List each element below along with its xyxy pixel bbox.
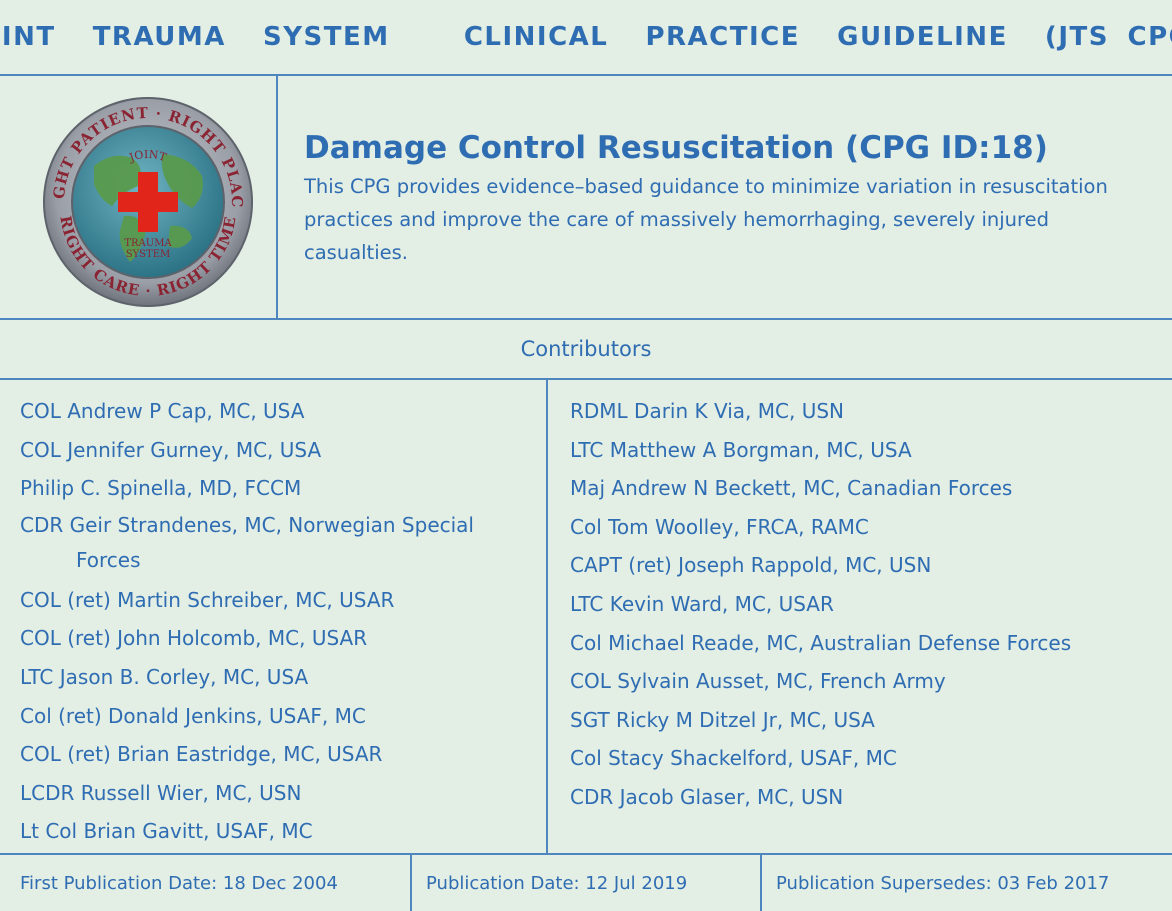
contributor-item: CAPT (ret) Joseph Rappold, MC, USN xyxy=(570,553,932,578)
guideline-title: Damage Control Resuscitation (CPG ID:18) xyxy=(304,130,1048,166)
contributor-item: LCDR Russell Wier, MC, USN xyxy=(20,780,302,805)
joint-trauma-system-logo: RIGHT PATIENT · RIGHT PLACE RIGHT CARE ·… xyxy=(42,96,253,307)
contributor-item: LTC Kevin Ward, MC, USAR xyxy=(570,591,834,616)
contributor-item: COL Jennifer Gurney, MC, USA xyxy=(20,437,322,462)
contributor-item: SGT Ricky M Ditzel Jr, MC, USA xyxy=(570,707,875,732)
contributors-header: Contributors xyxy=(0,320,1172,380)
logo-inner-bottom-1: TRAUMA xyxy=(124,238,172,249)
contributor-item: Col Stacy Shackelford, USAF, MC xyxy=(570,746,897,771)
contributor-item: RDML Darin K Via, MC, USN xyxy=(570,399,844,423)
contributor-item: COL (ret) Brian Eastridge, MC, USAR xyxy=(20,742,383,767)
title-row: RIGHT PATIENT · RIGHT PLACE RIGHT CARE ·… xyxy=(0,76,1172,320)
title-cell: Damage Control Resuscitation (CPG ID:18)… xyxy=(304,128,1154,269)
logo-cell: RIGHT PATIENT · RIGHT PLACE RIGHT CARE ·… xyxy=(0,76,278,320)
contributor-item: LTC Matthew A Borgman, MC, USA xyxy=(570,437,912,462)
contributor-item: COL Sylvain Ausset, MC, French Army xyxy=(570,669,946,694)
contributor-item: Col Tom Woolley, FRCA, RAMC xyxy=(570,514,869,539)
contributor-item: Maj Andrew N Beckett, MC, Canadian Force… xyxy=(570,476,1013,501)
publication-footer: First Publication Date: 18 Dec 2004 Publ… xyxy=(0,855,1172,911)
contributor-item: LTC Jason B. Corley, MC, USA xyxy=(20,664,309,689)
guideline-description: This CPG provides evidence–based guidanc… xyxy=(304,175,1108,264)
contributors-right-column: RDML Darin K Via, MC, USN LTC Matthew A … xyxy=(548,380,1172,855)
contributor-item: CDR Jacob Glaser, MC, USN xyxy=(570,784,844,809)
contributor-item: Lt Col Brian Gavitt, USAF, MC xyxy=(20,819,313,844)
contributors-label: Contributors xyxy=(520,337,652,361)
contributor-item: COL (ret) John Holcomb, MC, USAR xyxy=(20,626,368,651)
contributor-item: Philip C. Spinella, MD, FCCM xyxy=(20,476,302,501)
contributors-table: COL Andrew P Cap, MC, USA COL Jennifer G… xyxy=(0,380,1172,855)
logo-inner-top: JOINT xyxy=(127,148,169,165)
publication-date: Publication Date: 12 Jul 2019 xyxy=(412,855,762,911)
contributor-item: Col Michael Reade, MC, Australian Defens… xyxy=(570,630,1072,655)
publication-supersedes: Publication Supersedes: 03 Feb 2017 xyxy=(776,872,1110,894)
contributor-item: Col (ret) Donald Jenkins, USAF, MC xyxy=(20,703,366,728)
document-header: JOINT TRAUMA SYSTEM CLINICAL PRACTICE GU… xyxy=(0,0,1172,76)
first-publication-date: First Publication Date: 18 Dec 2004 xyxy=(0,855,412,911)
header-title: JOINT TRAUMA SYSTEM CLINICAL PRACTICE GU… xyxy=(0,22,1172,52)
logo-inner-bottom-2: SYSTEM xyxy=(126,249,171,260)
contributors-left-column: COL Andrew P Cap, MC, USA COL Jennifer G… xyxy=(0,380,548,855)
contributor-item: CDR Geir Strandenes, MC, Norwegian Speci… xyxy=(20,512,474,572)
svg-text:JOINT: JOINT xyxy=(127,148,169,165)
contributor-item: COL Andrew P Cap, MC, USA xyxy=(20,399,305,423)
contributor-item: COL (ret) Martin Schreiber, MC, USAR xyxy=(20,587,395,612)
